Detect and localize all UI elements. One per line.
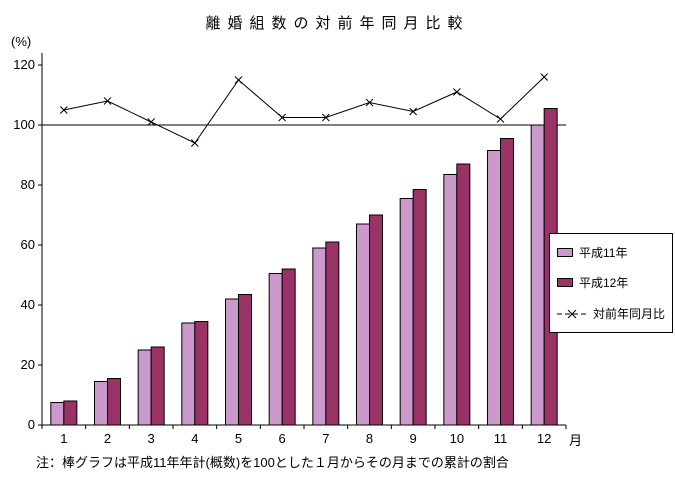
chart-title: 離婚組数の対前年同月比較 — [205, 15, 470, 32]
x-tick-label-month-11: 11 — [494, 431, 508, 446]
x-tick-label-month-6: 6 — [279, 431, 286, 446]
x-tick-label-month-4: 4 — [191, 431, 198, 446]
y-tick-label: 100 — [13, 117, 35, 132]
y-tick-label: 40 — [21, 297, 35, 312]
x-tick-label-month-5: 5 — [235, 431, 242, 446]
legend-label-heisei11: 平成11年 — [579, 245, 628, 260]
x-tick-label-month-2: 2 — [104, 431, 111, 446]
bar-heisei11-month-4 — [181, 322, 196, 426]
bar-heisei12-month-1 — [63, 400, 78, 426]
bar-heisei12-month-2 — [107, 378, 121, 426]
x-tick-label-month-1: 1 — [60, 431, 67, 446]
x-marker-month-11 — [496, 115, 505, 123]
legend-label-ratio: 対前年同月比 — [593, 307, 666, 322]
bar-heisei12-month-4 — [194, 321, 209, 426]
bar-heisei11-month-7 — [312, 247, 327, 426]
y-tick-label: 0 — [28, 417, 35, 432]
y-tick-label: 80 — [21, 177, 35, 192]
legend-box: 平成11年 平成12年 対前年同月比 — [549, 233, 673, 333]
bar-heisei11-month-2 — [94, 381, 108, 426]
x-marker-month-1 — [59, 106, 68, 114]
bar-heisei12-month-9 — [412, 189, 427, 426]
ratio-line — [63, 76, 545, 144]
bar-heisei11-month-12 — [530, 124, 545, 426]
x-marker-month-9 — [409, 107, 418, 116]
bar-heisei11-month-3 — [137, 349, 152, 426]
x-tick-label-month-3: 3 — [148, 431, 155, 446]
y-axis-unit-label: (%) — [11, 34, 32, 49]
x-tick-label-month-8: 8 — [366, 431, 373, 446]
x-marker-month-5 — [234, 76, 243, 84]
bar-heisei12-month-10 — [456, 163, 471, 426]
y-tick-label: 20 — [21, 357, 35, 372]
bar-heisei12-month-8 — [369, 214, 383, 426]
bar-heisei11-month-8 — [356, 223, 370, 426]
x-tick-label-month-9: 9 — [410, 431, 417, 446]
bar-heisei12-month-7 — [325, 241, 340, 426]
legend-swatch-heisei12 — [557, 278, 573, 288]
bar-heisei11-month-9 — [399, 198, 414, 426]
x-marker-month-10 — [452, 88, 461, 96]
legend-item-heisei11: 平成11年 — [550, 244, 672, 261]
bar-heisei12-month-3 — [150, 346, 165, 426]
x-marker-month-3 — [147, 118, 156, 126]
bar-heisei11-month-11 — [487, 150, 501, 426]
legend-item-heisei12: 平成12年 — [550, 274, 672, 291]
x-tick-label-month-12: 12 — [537, 431, 551, 446]
legend-item-ratio: 対前年同月比 — [550, 305, 672, 322]
legend-label-heisei12: 平成12年 — [579, 276, 629, 291]
footnote: 注：棒グラフは平成11年年計(概数)を100とした１月からその月までの累計の割合 — [36, 455, 509, 470]
x-marker-month-8 — [365, 98, 374, 107]
x-marker-month-6 — [278, 113, 287, 122]
x-tick-label-month-7: 7 — [322, 431, 329, 446]
legend-line-x-marker-icon — [557, 309, 587, 319]
x-tick-label-month-10: 10 — [450, 431, 464, 446]
x-marker-month-4 — [190, 139, 199, 147]
legend-swatch-heisei11 — [557, 247, 573, 257]
x-marker-month-7 — [321, 113, 330, 122]
bar-heisei12-month-6 — [281, 268, 296, 426]
x-marker-month-12 — [540, 73, 549, 81]
bar-heisei12-month-11 — [500, 138, 514, 426]
x-marker-month-2 — [103, 97, 112, 105]
bar-heisei11-month-1 — [50, 402, 65, 426]
bar-heisei11-month-10 — [443, 174, 458, 426]
y-tick-label: 60 — [21, 237, 35, 252]
y-tick-label: 120 — [13, 57, 35, 72]
bar-heisei12-month-5 — [238, 294, 252, 426]
x-axis-unit-label: 月 — [569, 433, 583, 448]
bar-heisei11-month-5 — [225, 298, 239, 426]
bar-heisei11-month-6 — [268, 273, 283, 426]
